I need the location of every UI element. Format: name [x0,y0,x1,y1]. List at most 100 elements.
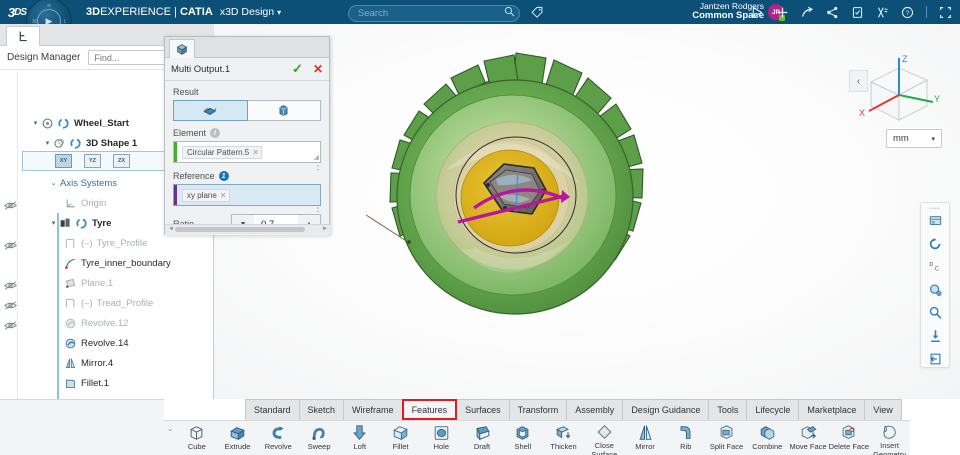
hidden-eye-icon[interactable] [4,280,17,291]
close-icon[interactable]: ✕ [252,147,259,157]
ribbon-button-hole[interactable]: Hole [421,423,462,455]
tab-view[interactable]: View [864,399,902,420]
tab-wireframe[interactable]: Wireframe [343,399,403,420]
element-selection-field[interactable]: Circular Pattern.5 ✕ ◢ [173,141,321,163]
ribbon-collapse-icon[interactable]: ⌄ [167,426,174,433]
ribbon-tabs[interactable]: Standard Sketch Wireframe Features Surfa… [245,399,902,420]
fit-all-icon[interactable] [926,327,945,344]
result-toggle-group[interactable] [173,100,321,121]
ribbon-button-fillet[interactable]: Fillet [380,423,421,455]
collaborate-icon[interactable] [876,6,889,19]
ribbon-button-insert-geometry[interactable]: Insert Geometry [869,423,910,455]
find-input[interactable] [89,51,168,64]
rotate-view-icon[interactable] [926,235,945,252]
twisty-icon[interactable]: ⌄ [50,180,57,187]
add-icon[interactable] [776,6,789,19]
ribbon-button-extrude[interactable]: Extrude [217,423,258,455]
tree-item-wheel-start[interactable]: ▾ Wheel_Start [22,113,129,133]
multi-output-dialog[interactable]: Multi Output.1 ✓ ✕ Result [164,36,331,235]
scroll-thumb[interactable] [175,227,305,232]
hidden-eye-icon[interactable] [4,300,17,311]
axis-triad[interactable]: Z X Y [855,54,945,130]
feature-tree[interactable]: ▾ Wheel_Start ▾ 3D Shape 1 [0,71,214,399]
reference-selection-field[interactable]: xy plane ✕ [173,184,321,206]
close-icon[interactable]: ✕ [219,190,227,200]
tag-icon[interactable] [530,5,544,18]
tab-design-guidance[interactable]: Design Guidance [622,399,710,420]
ribbon-button-move-face[interactable]: Move Face [788,423,829,455]
ribbon-button-draft[interactable]: Draft [462,423,503,455]
hidden-eye-icon[interactable] [4,200,17,211]
twisty-icon[interactable]: ▾ [45,140,50,147]
reference-chip[interactable]: xy plane ✕ [182,188,230,202]
tree-item-axis-systems[interactable]: ⌄ Axis Systems [22,173,117,193]
tree-item-tyre-profile[interactable]: (–) Tyre_Profile [22,233,147,253]
twisty-icon[interactable]: ▾ [51,220,56,227]
fullscreen-icon[interactable] [939,6,952,19]
tree-item-origin[interactable]: Origin [22,193,106,213]
tree-tab-icon[interactable] [6,26,40,46]
tab-sketch[interactable]: Sketch [298,399,345,420]
tree-item-revolve-14[interactable]: Revolve.14 [22,333,129,353]
role-name[interactable]: x3D Design [219,6,275,18]
help-icon[interactable]: ? [901,6,914,19]
hidden-eye-icon[interactable] [4,240,17,251]
ribbon-button-mirror[interactable]: Mirror [625,423,666,455]
tree-item-tyre[interactable]: ▾ Tyre [22,213,112,233]
scroll-right-icon[interactable]: ► [322,226,328,232]
share-arrow-icon[interactable] [801,6,814,19]
dialog-cancel-button[interactable]: ✕ [312,62,323,76]
tree-item-plane-1[interactable]: Plane.1 [22,273,113,293]
dialog-ok-button[interactable]: ✓ [292,61,303,76]
reference-more-menu[interactable]: ⋮ [313,203,323,214]
play-icon[interactable] [751,6,764,19]
unit-select[interactable]: mm ▾ [886,129,942,148]
hidden-eye-icon[interactable] [4,320,17,331]
toolbar-grip[interactable]: •••• [929,206,941,212]
ribbon-button-thicken[interactable]: Thicken [543,423,584,455]
scroll-left-icon[interactable]: ◄ [168,226,174,232]
look-at-icon[interactable] [926,281,945,298]
surface-result-option[interactable] [173,100,248,121]
tab-marketplace[interactable]: Marketplace [798,399,866,420]
tab-transform[interactable]: Transform [508,399,568,420]
tree-item-shell-4[interactable]: Shell.4 [22,393,110,399]
tasks-icon[interactable] [851,6,864,19]
tree-item-mirror-4[interactable]: Mirror.4 [22,353,113,373]
tree-item-tyre-inner-boundary[interactable]: Tyre_inner_boundary [22,253,171,273]
xy-plane-icon[interactable]: XY [55,154,72,168]
3d-viewport[interactable]: ‹ Z X Y mm ▾ •••• [214,24,960,399]
tab-assembly[interactable]: Assembly [566,399,624,420]
yz-plane-icon[interactable]: YZ [84,154,101,168]
solid-result-option[interactable] [247,100,321,121]
ribbon-button-combine[interactable]: Combine [747,423,788,455]
tab-lifecycle[interactable]: Lifecycle [746,399,800,420]
render-style-icon[interactable] [926,212,945,229]
element-more-menu[interactable]: ⋮ [313,161,323,172]
chevron-down-icon[interactable]: ▾ [277,8,282,17]
tab-features[interactable]: Features [401,399,458,420]
tree-item-fillet-1[interactable]: Fillet.1 [22,373,109,393]
wheel-3d-model[interactable] [366,50,666,350]
tab-standard[interactable]: Standard [245,399,300,420]
element-chip[interactable]: Circular Pattern.5 ✕ [182,145,262,159]
ribbon-button-split-face[interactable]: Split Face [706,423,747,455]
search-input[interactable] [348,5,520,22]
social-share-icon[interactable] [826,6,839,19]
avatar[interactable]: JR [768,4,785,21]
tree-item-tread-profile[interactable]: (–) Tread_Profile [22,293,153,313]
ribbon-button-close-surface[interactable]: Close Surface [584,423,625,455]
ribbon-button-shell[interactable]: Shell [502,423,543,455]
zx-plane-icon[interactable]: ZX [113,154,130,168]
plane-icons-row[interactable]: XY YZ ZX [55,154,130,168]
panel-collapse-button[interactable]: ‹ [849,70,868,92]
ribbon-button-cube[interactable]: Cube [176,423,217,455]
ribbon-button-revolve[interactable]: Revolve [258,423,299,455]
tab-surfaces[interactable]: Surfaces [456,399,510,420]
dialog-horizontal-scrollbar[interactable]: ◄ ► [165,224,331,234]
info-icon[interactable]: i [210,128,221,138]
resize-handle[interactable]: ◢ [313,154,319,161]
zoom-area-icon[interactable] [926,304,945,321]
search-icon[interactable] [504,6,515,17]
